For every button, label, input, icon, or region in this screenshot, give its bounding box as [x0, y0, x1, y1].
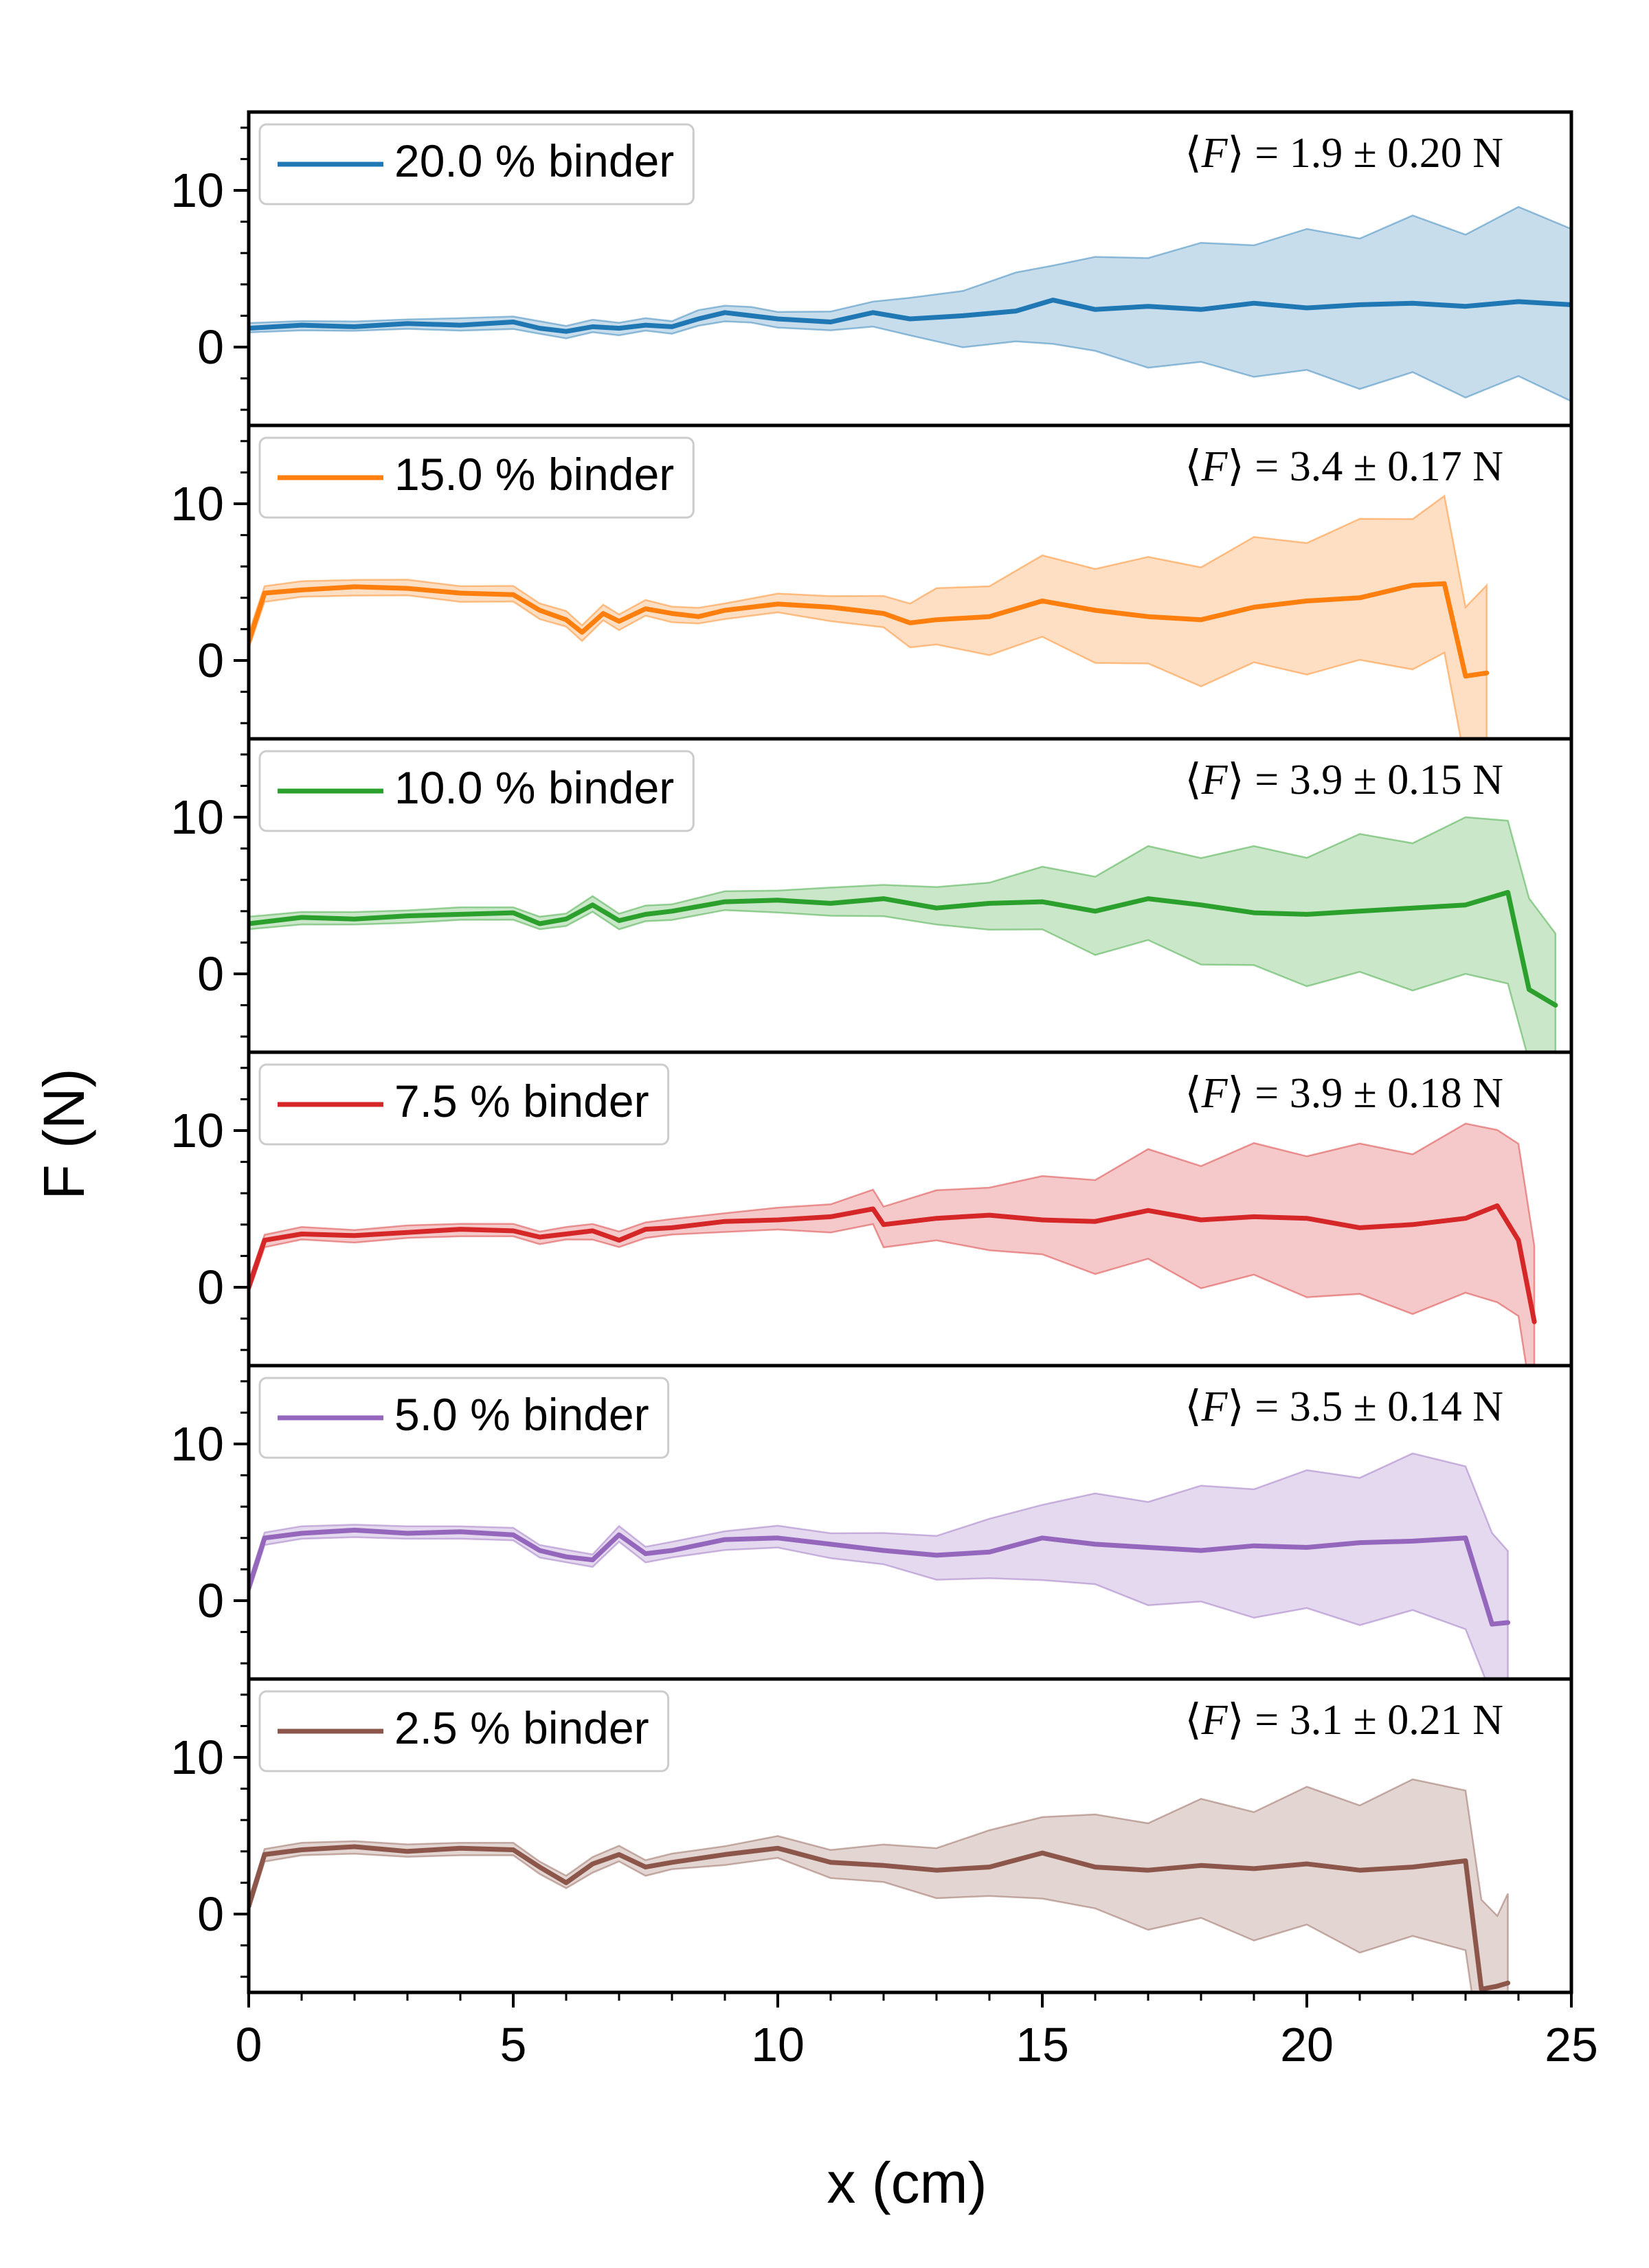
panel-data	[249, 1452, 1511, 1679]
annotation-symbol: F	[1201, 443, 1229, 490]
legend: 20.0 % binder	[258, 123, 695, 205]
y-tick-label: 0	[197, 320, 224, 374]
legend-box	[258, 750, 695, 832]
y-tick-label: 10	[170, 790, 224, 844]
annotation-value: 3.9 ± 0.15 N	[1290, 757, 1503, 803]
legend: 15.0 % binder	[258, 436, 695, 519]
annotation-symbol: F	[1201, 130, 1229, 177]
annotation-value: 1.9 ± 0.20 N	[1290, 130, 1503, 177]
annotation-value: 3.4 ± 0.17 N	[1290, 443, 1503, 490]
uncertainty-band	[249, 205, 1571, 403]
annotation-bracket-open: ⟨	[1185, 1383, 1201, 1430]
y-tick-label: 10	[170, 164, 224, 217]
panel-data	[249, 1778, 1511, 1992]
x-axis-label: x (cm)	[827, 2150, 987, 2215]
legend-box	[258, 1063, 670, 1146]
y-tick-label: 10	[170, 477, 224, 531]
annotation-bracket-close: ⟩ =	[1228, 130, 1290, 177]
x-tick-label: 5	[500, 2018, 527, 2071]
legend-label: 5.0 % binder	[394, 1389, 649, 1440]
x-tick-label: 10	[751, 2018, 805, 2071]
legend-label: 15.0 % binder	[394, 449, 674, 500]
panel-data	[249, 205, 1571, 403]
mean-force-annotation: ⟨F⟩ = 3.1 ± 0.21 N	[1185, 1697, 1503, 1744]
annotation-symbol: F	[1201, 1070, 1229, 1117]
legend-box	[258, 123, 695, 205]
y-tick-label: 0	[197, 1574, 224, 1627]
legend-label: 7.5 % binder	[394, 1076, 649, 1126]
uncertainty-band	[249, 816, 1557, 1052]
x-tick-label: 0	[236, 2018, 262, 2071]
mean-force-annotation: ⟨F⟩ = 3.9 ± 0.18 N	[1185, 1070, 1503, 1117]
panel-6: 0 10 2.5 % binder ⟨F⟩ = 3.1 ± 0.21 N	[170, 1677, 1573, 1994]
uncertainty-band	[249, 1452, 1509, 1679]
annotation-bracket-close: ⟩ =	[1228, 1070, 1290, 1117]
annotation-value: 3.5 ± 0.14 N	[1290, 1383, 1503, 1430]
legend: 10.0 % binder	[258, 750, 695, 832]
legend-label: 2.5 % binder	[394, 1702, 649, 1753]
annotation-bracket-open: ⟨	[1185, 1697, 1201, 1744]
y-tick-label: 0	[197, 1887, 224, 1941]
uncertainty-band	[249, 494, 1488, 739]
legend-label: 20.0 % binder	[394, 135, 674, 186]
panel-4: 0 10 7.5 % binder ⟨F⟩ = 3.9 ± 0.18 N	[170, 1050, 1573, 1368]
y-tick-label: 10	[170, 1731, 224, 1784]
y-tick-label: 0	[197, 947, 224, 1001]
mean-force-annotation: ⟨F⟩ = 3.5 ± 0.14 N	[1185, 1383, 1503, 1430]
series-line	[249, 298, 1571, 334]
panel-data	[249, 816, 1558, 1052]
x-tick-label: 15	[1016, 2018, 1069, 2071]
legend-box	[258, 436, 695, 519]
series-line	[249, 1203, 1537, 1324]
panel-frame	[247, 1677, 1573, 1994]
annotation-bracket-open: ⟨	[1185, 443, 1201, 490]
panel-2: 0 10 15.0 % binder ⟨F⟩ = 3.4 ± 0.17 N	[170, 423, 1573, 741]
annotation-bracket-close: ⟩ =	[1228, 443, 1290, 490]
panel-1: 0 10 20.0 % binder ⟨F⟩ = 1.9 ± 0.20 N	[170, 110, 1573, 427]
annotation-symbol: F	[1201, 1697, 1229, 1744]
panel-data	[249, 1122, 1537, 1366]
y-axis-label: F (N)	[32, 1068, 96, 1199]
mean-force-annotation: ⟨F⟩ = 3.9 ± 0.15 N	[1185, 757, 1503, 803]
legend: 5.0 % binder	[258, 1377, 670, 1459]
x-tick-label: 20	[1280, 2018, 1334, 2071]
x-axis: 0 5 10 15 20 25	[236, 1992, 1598, 2071]
series-line	[249, 889, 1558, 1008]
uncertainty-band	[249, 1778, 1509, 1992]
annotation-bracket-open: ⟨	[1185, 757, 1201, 803]
mean-force-annotation: ⟨F⟩ = 1.9 ± 0.20 N	[1185, 130, 1503, 177]
series-line	[249, 1844, 1511, 1992]
annotation-symbol: F	[1201, 757, 1229, 803]
y-tick-label: 0	[197, 634, 224, 687]
annotation-value: 3.1 ± 0.21 N	[1290, 1697, 1503, 1744]
legend-box	[258, 1377, 670, 1459]
annotation-bracket-close: ⟩ =	[1228, 1697, 1290, 1744]
annotation-bracket-open: ⟨	[1185, 1070, 1201, 1117]
annotation-bracket-open: ⟨	[1185, 130, 1201, 177]
annotation-bracket-close: ⟩ =	[1228, 757, 1290, 803]
legend: 2.5 % binder	[258, 1690, 670, 1772]
y-tick-label: 0	[197, 1260, 224, 1314]
annotation-symbol: F	[1201, 1383, 1229, 1430]
mean-force-annotation: ⟨F⟩ = 3.4 ± 0.17 N	[1185, 443, 1503, 490]
panel-data	[249, 494, 1490, 739]
series-line	[249, 1527, 1511, 1627]
uncertainty-band	[249, 1122, 1536, 1366]
annotation-value: 3.9 ± 0.18 N	[1290, 1070, 1503, 1117]
legend: 7.5 % binder	[258, 1063, 670, 1146]
series-line	[249, 581, 1490, 679]
annotation-bracket-close: ⟩ =	[1228, 1383, 1290, 1430]
x-tick-label: 25	[1545, 2018, 1598, 2071]
y-tick-label: 10	[170, 1417, 224, 1471]
legend-box	[258, 1690, 670, 1772]
y-tick-label: 10	[170, 1104, 224, 1157]
legend-label: 10.0 % binder	[394, 762, 674, 813]
